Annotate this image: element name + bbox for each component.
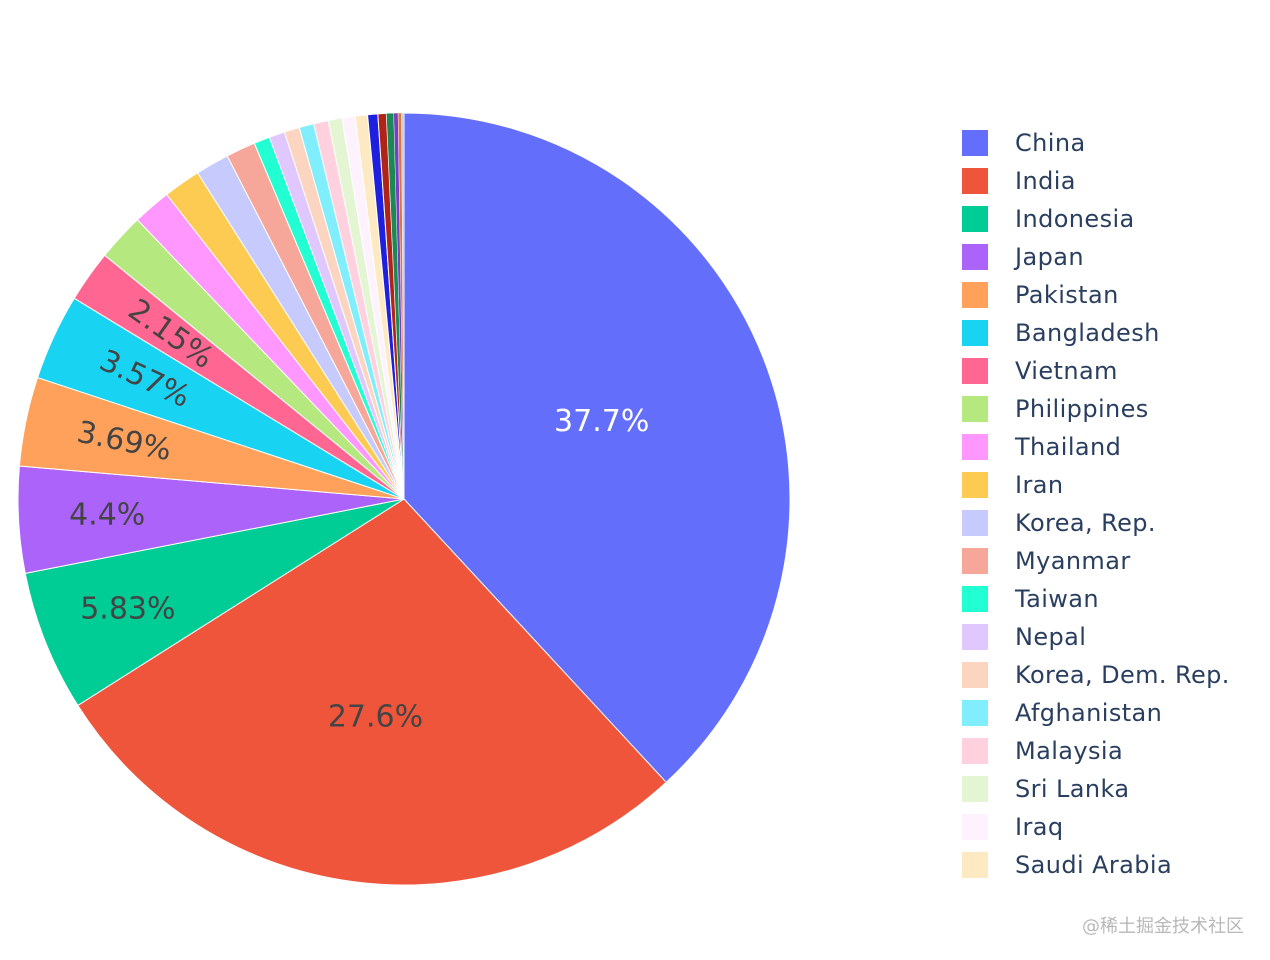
legend-item-malaysia[interactable]: Malaysia xyxy=(962,732,1230,770)
legend-item-china[interactable]: China xyxy=(962,124,1230,162)
legend-swatch xyxy=(962,130,988,156)
legend-swatch xyxy=(962,852,988,878)
legend-label: Afghanistan xyxy=(1015,699,1163,727)
pie-slice-indonesia xyxy=(24,498,405,707)
legend-item-korea-dem-rep[interactable]: Korea, Dem. Rep. xyxy=(962,656,1230,694)
legend-swatch xyxy=(962,510,988,536)
legend-swatch xyxy=(962,814,988,840)
legend-label: Iran xyxy=(1015,471,1064,499)
legend-swatch xyxy=(962,358,988,384)
legend-item-korea-rep[interactable]: Korea, Rep. xyxy=(962,504,1230,542)
legend-swatch xyxy=(962,776,988,802)
legend-label: Pakistan xyxy=(1015,281,1119,309)
legend-swatch xyxy=(962,320,988,346)
legend-swatch xyxy=(962,168,988,194)
legend-item-india[interactable]: India xyxy=(962,162,1230,200)
legend-item-saudi-arabia[interactable]: Saudi Arabia xyxy=(962,846,1230,884)
pie-slice-china xyxy=(403,112,791,783)
legend-label: Vietnam xyxy=(1015,357,1118,385)
legend-swatch xyxy=(962,548,988,574)
watermark: @稀土掘金技术社区 xyxy=(1082,916,1244,937)
pie-slice-other-25 xyxy=(401,112,405,500)
legend-label: Bangladesh xyxy=(1015,319,1160,347)
legend-item-afghanistan[interactable]: Afghanistan xyxy=(962,694,1230,732)
legend-swatch xyxy=(962,206,988,232)
pie-label-india: 27.6% xyxy=(328,700,423,735)
legend-item-iraq[interactable]: Iraq xyxy=(962,808,1230,846)
legend-item-japan[interactable]: Japan xyxy=(962,238,1230,276)
legend-swatch xyxy=(962,472,988,498)
pie-label-japan: 4.4% xyxy=(69,498,145,533)
legend-swatch xyxy=(962,282,988,308)
legend: China India Indonesia Japan Pakistan Banglade… xyxy=(962,124,1230,884)
legend-label: Malaysia xyxy=(1015,737,1124,765)
pie-slices xyxy=(17,112,791,886)
legend-label: Thailand xyxy=(1015,433,1122,461)
legend-item-pakistan[interactable]: Pakistan xyxy=(962,276,1230,314)
legend-label: Korea, Dem. Rep. xyxy=(1015,661,1230,689)
legend-item-iran[interactable]: Iran xyxy=(962,466,1230,504)
legend-label: Philippines xyxy=(1015,395,1149,423)
legend-label: Sri Lanka xyxy=(1015,775,1130,803)
legend-swatch xyxy=(962,396,988,422)
legend-item-bangladesh[interactable]: Bangladesh xyxy=(962,314,1230,352)
legend-swatch xyxy=(962,434,988,460)
legend-label: Indonesia xyxy=(1015,205,1135,233)
legend-swatch xyxy=(962,244,988,270)
legend-item-myanmar[interactable]: Myanmar xyxy=(962,542,1230,580)
legend-label: China xyxy=(1015,129,1086,157)
legend-label: Japan xyxy=(1015,243,1084,271)
legend-label: India xyxy=(1015,167,1076,195)
pie-slice-india xyxy=(77,498,667,886)
legend-swatch xyxy=(962,586,988,612)
legend-swatch xyxy=(962,738,988,764)
legend-item-philippines[interactable]: Philippines xyxy=(962,390,1230,428)
legend-swatch xyxy=(962,662,988,688)
legend-label: Iraq xyxy=(1015,813,1064,841)
legend-item-indonesia[interactable]: Indonesia xyxy=(962,200,1230,238)
legend-item-vietnam[interactable]: Vietnam xyxy=(962,352,1230,390)
legend-label: Taiwan xyxy=(1015,585,1100,613)
legend-item-nepal[interactable]: Nepal xyxy=(962,618,1230,656)
legend-label: Myanmar xyxy=(1015,547,1131,575)
pie-label-china: 37.7% xyxy=(554,404,649,439)
legend-item-thailand[interactable]: Thailand xyxy=(962,428,1230,466)
legend-item-taiwan[interactable]: Taiwan xyxy=(962,580,1230,618)
legend-swatch xyxy=(962,624,988,650)
legend-swatch xyxy=(962,700,988,726)
legend-item-sri-lanka[interactable]: Sri Lanka xyxy=(962,770,1230,808)
legend-label: Korea, Rep. xyxy=(1015,509,1156,537)
legend-label: Saudi Arabia xyxy=(1015,851,1173,879)
pie-label-indonesia: 5.83% xyxy=(80,591,175,626)
legend-label: Nepal xyxy=(1015,623,1087,651)
